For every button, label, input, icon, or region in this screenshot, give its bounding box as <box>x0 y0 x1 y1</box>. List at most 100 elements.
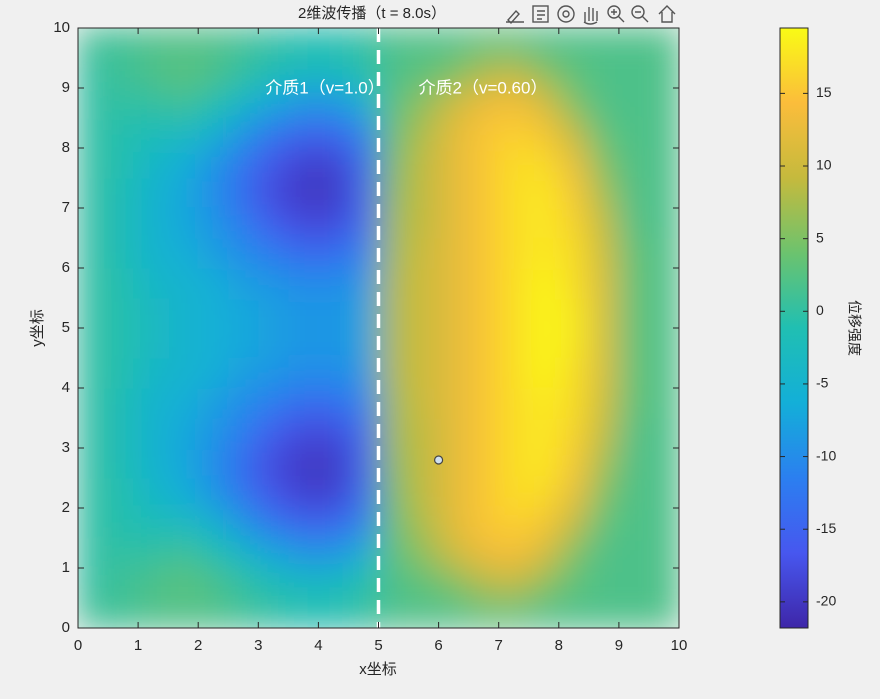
heat-cell <box>348 208 380 239</box>
heat-cell <box>198 148 229 179</box>
heat-cell <box>258 88 289 119</box>
heat-cell <box>558 58 590 89</box>
heat-cell <box>138 358 169 389</box>
heat-cell <box>528 538 560 569</box>
heat-cell <box>588 268 620 299</box>
heat-cell <box>588 58 620 89</box>
heat-cell <box>228 88 259 119</box>
heat-cell <box>438 478 470 509</box>
heat-cell <box>438 28 470 59</box>
heat-cell <box>168 358 199 389</box>
heat-cell <box>258 268 289 299</box>
x-tick-label: 2 <box>194 637 202 654</box>
heat-cell <box>378 28 410 59</box>
overlay: 介质1（v=1.0） 介质2（v=0.60） 0 1 2 3 4 5 6 7 8 9 10 0 1 2 3 4 5 6… <box>53 19 836 654</box>
heat-cell <box>288 28 319 59</box>
heat-cell <box>468 148 500 179</box>
heat-cell <box>168 238 199 269</box>
heat-cell <box>168 298 199 329</box>
heat-cell <box>648 208 679 239</box>
heat-cell <box>198 28 229 59</box>
y-tick-label: 2 <box>62 499 70 516</box>
heat-cell <box>168 568 199 599</box>
heat-cell <box>438 178 470 209</box>
heat-cell <box>318 448 350 479</box>
heat-cell <box>138 598 169 628</box>
heat-cell <box>648 268 679 299</box>
heat-cell <box>198 448 229 479</box>
heat-cell <box>348 448 380 479</box>
x-tick-label: 6 <box>434 637 442 654</box>
heat-cell <box>198 328 229 359</box>
heat-cell <box>138 238 169 269</box>
heat-cell <box>378 238 410 269</box>
heat-cell <box>318 118 350 149</box>
x-tick-label: 10 <box>671 637 688 654</box>
home-tool[interactable] <box>658 5 676 23</box>
toolbar <box>506 5 676 25</box>
zoom-out-tool[interactable] <box>631 5 649 23</box>
heat-cell <box>558 118 590 149</box>
heat-cell <box>228 508 259 539</box>
heat-cell <box>258 388 289 419</box>
heat-cell <box>168 268 199 299</box>
heat-cell <box>138 418 169 449</box>
heat-cell <box>588 418 620 449</box>
heat-cell <box>348 418 380 449</box>
heat-cell <box>378 568 410 599</box>
heat-cell <box>78 28 109 59</box>
pan-tool[interactable] <box>583 7 598 25</box>
rotate-tool[interactable] <box>557 5 575 23</box>
heat-cell <box>618 118 650 149</box>
heat-cell <box>288 508 319 539</box>
heat-cell <box>558 298 590 329</box>
heat-cell <box>528 448 560 479</box>
heat-cell <box>288 58 319 89</box>
heat-cell <box>348 88 380 119</box>
heat-cell <box>558 538 590 569</box>
heat-cell <box>618 388 650 419</box>
heat-cell <box>378 118 410 149</box>
heat-cell <box>258 598 289 628</box>
heat-cell <box>648 298 679 329</box>
heat-cell <box>618 478 650 509</box>
heat-cell <box>498 598 530 628</box>
heat-cell <box>468 178 500 209</box>
heat-cell <box>618 148 650 179</box>
heat-cell <box>468 298 500 329</box>
heat-cell <box>618 328 650 359</box>
heat-cell <box>228 298 259 329</box>
heat-cell <box>198 358 229 389</box>
heat-cell <box>318 178 350 209</box>
heat-cell <box>318 28 350 59</box>
heat-cell <box>648 538 679 569</box>
heat-cell <box>228 328 259 359</box>
heat-cell <box>168 598 199 628</box>
heat-cell <box>318 358 350 389</box>
heat-cell <box>468 58 500 89</box>
heat-cell <box>438 388 470 419</box>
heat-cell <box>288 478 319 509</box>
heat-cell <box>468 328 500 359</box>
heat-cell <box>108 178 139 209</box>
heat-cell <box>408 298 440 329</box>
heat-cell <box>78 598 109 628</box>
heat-cell <box>258 508 289 539</box>
heat-cell <box>588 388 620 419</box>
heat-cell <box>258 208 289 239</box>
heat-cell <box>528 328 560 359</box>
heat-cell <box>618 598 650 628</box>
heat-cell <box>528 88 560 119</box>
colorbar-tick-label: -20 <box>816 593 836 609</box>
heat-cell <box>168 28 199 59</box>
y-tick-label: 6 <box>62 259 70 276</box>
brush-tool[interactable] <box>506 9 524 25</box>
heat-cell <box>528 148 560 179</box>
heat-cell <box>78 208 109 239</box>
heat-cell <box>228 538 259 569</box>
datatip-tool[interactable] <box>532 5 549 23</box>
zoom-in-tool[interactable] <box>607 5 625 23</box>
heat-cell <box>258 538 289 569</box>
heat-cell <box>438 598 470 628</box>
